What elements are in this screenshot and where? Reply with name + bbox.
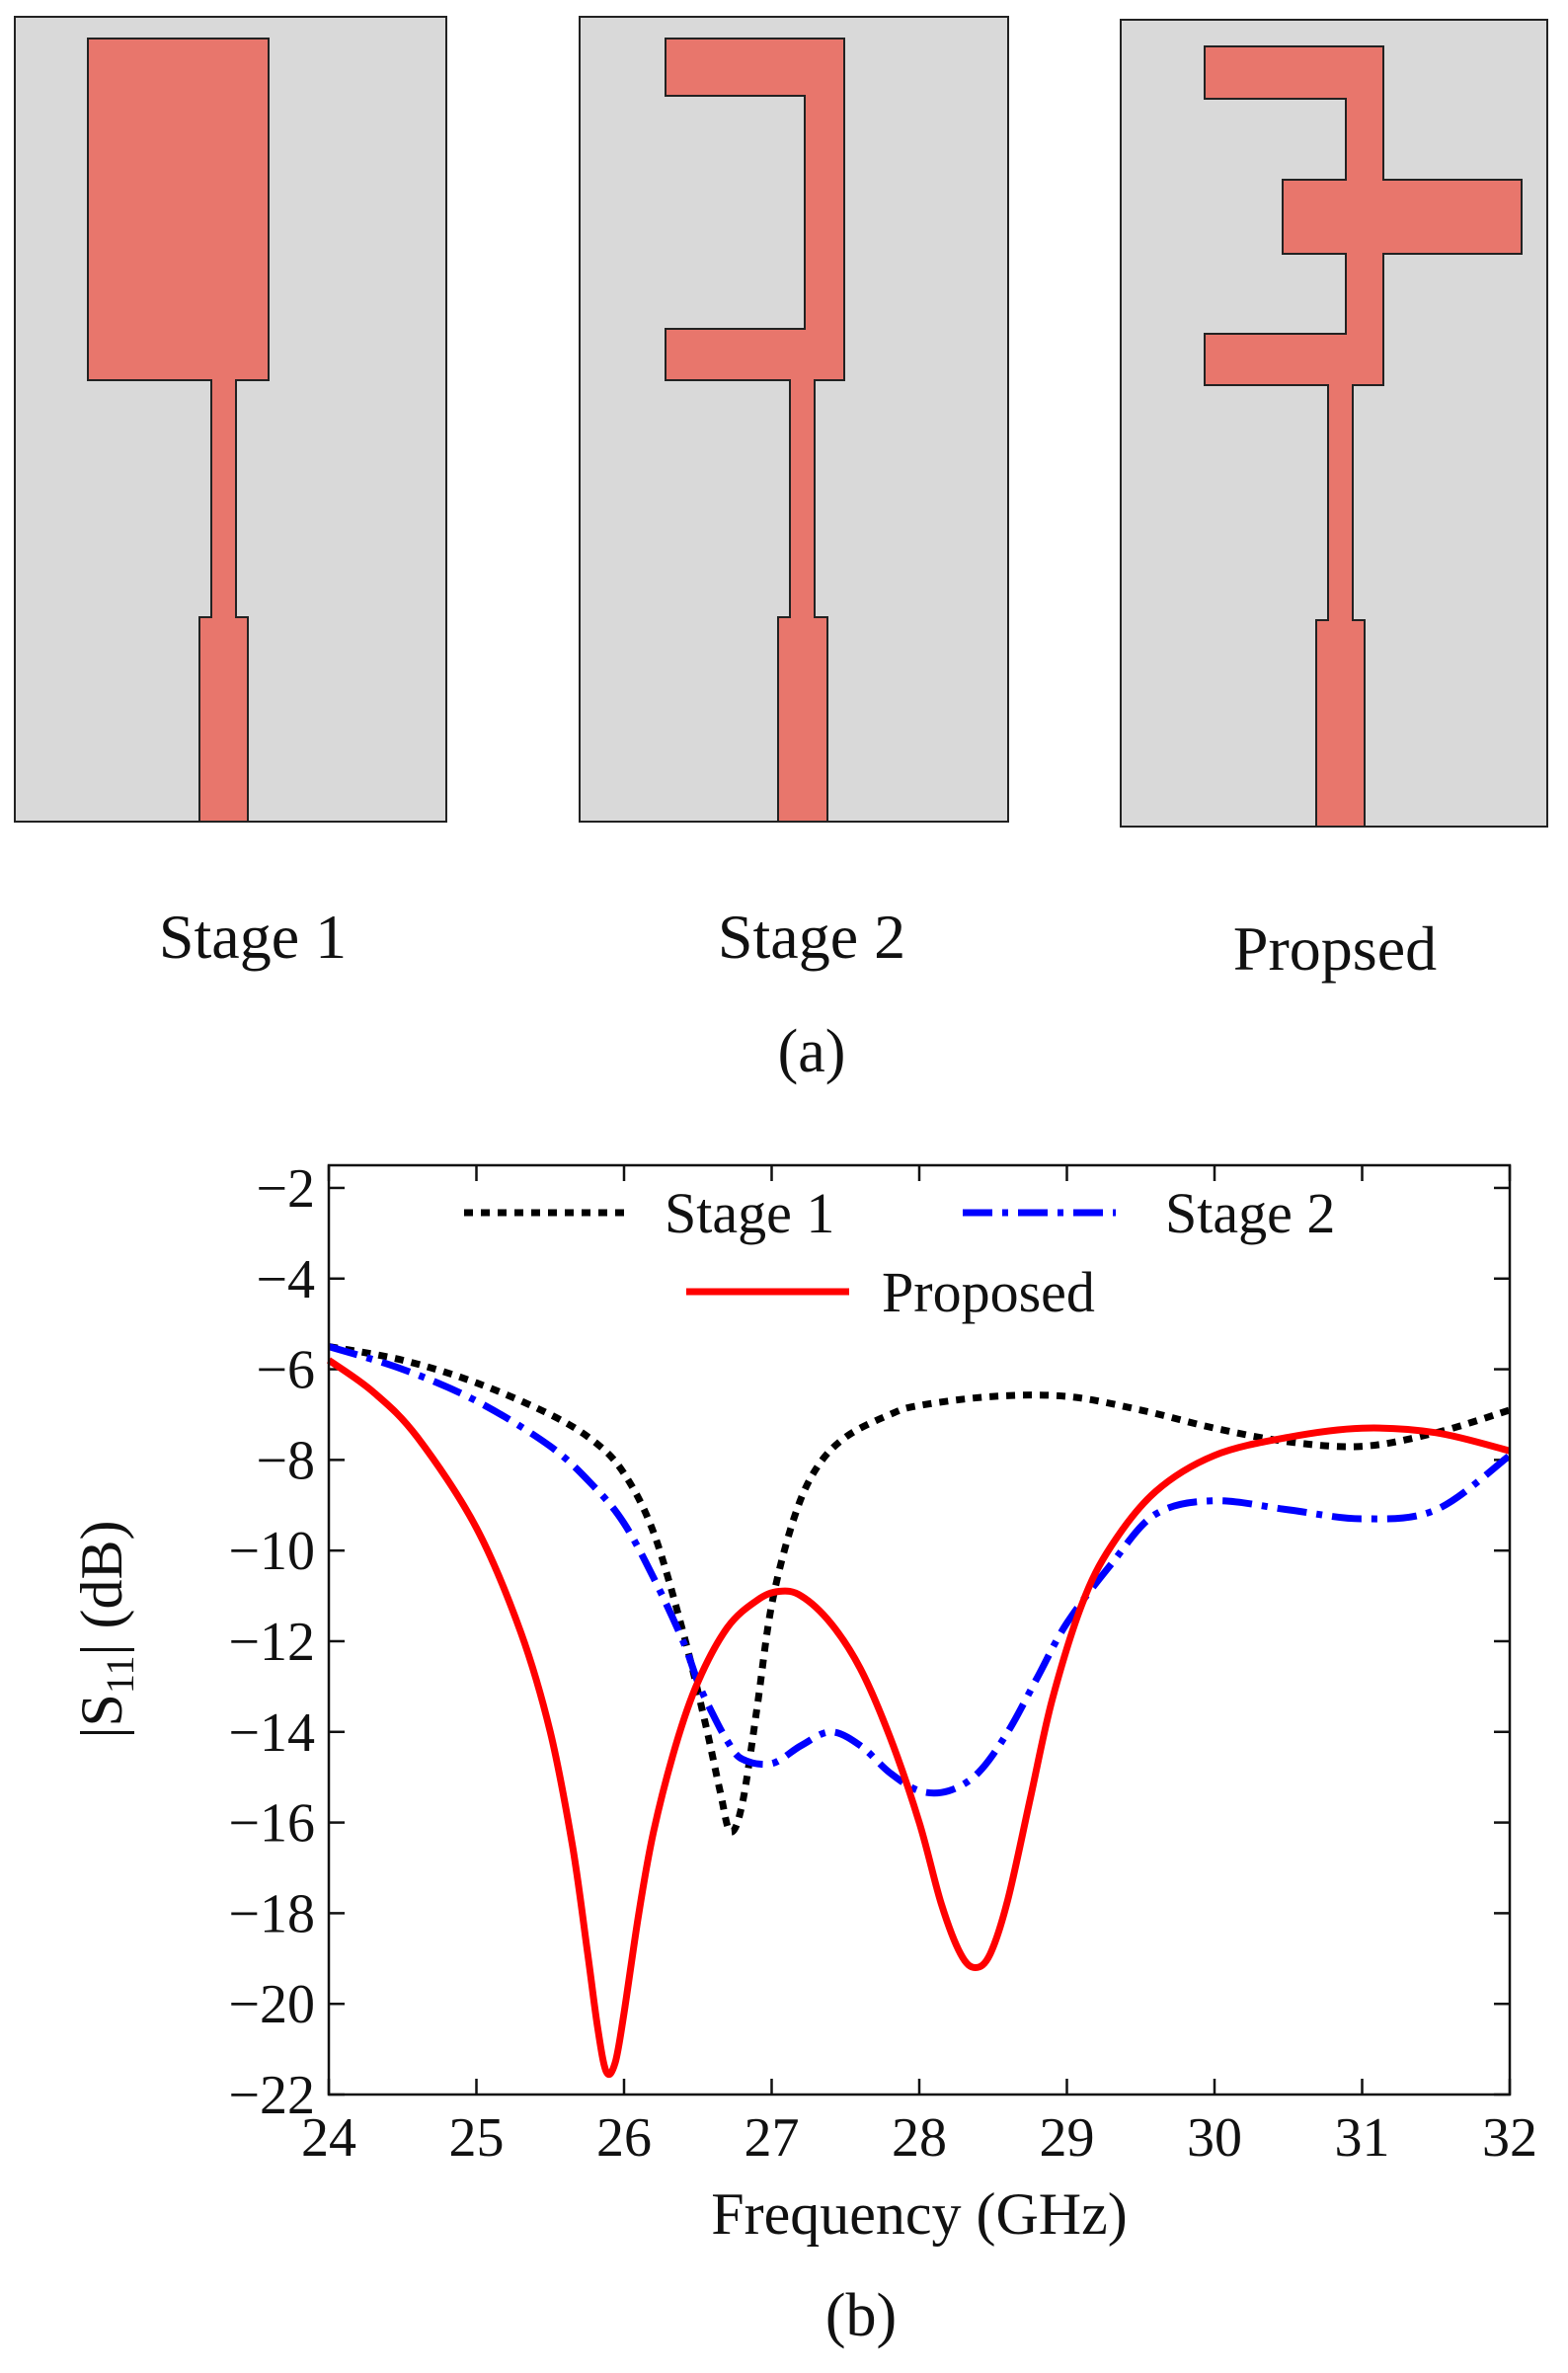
plot-frame [327,1163,1512,2096]
proposed-antenna [1120,19,1548,828]
stage2-caption: Stage 2 [717,902,906,972]
legend-stage1-label: Stage 1 [665,1181,834,1245]
y-tick-label: −10 [228,1521,315,1582]
s11-chart: 24 25 26 27 28 29 30 31 32 −22 −20 −18 −16 −14 −12 −10 −… [69,1158,1537,2247]
y-tick-label: −2 [256,1158,315,1220]
y-label-tail: | (dB) [69,1521,134,1656]
stage2-antenna [579,16,1009,823]
x-tick-label: 27 [745,2107,800,2169]
x-tick-label: 25 [449,2107,505,2169]
y-tick-label: −16 [228,1793,315,1855]
y-tick-label: −18 [228,1883,315,1944]
legend: Stage 1 Stage 2 Proposed [464,1181,1335,1324]
y-label-sub: 11 [98,1656,142,1695]
stage1-patch [87,38,270,823]
proposed-line [326,1357,1511,2079]
x-tick-label: 26 [596,2107,652,2169]
x-tick-label: 30 [1187,2107,1242,2169]
antenna-geometry-panel [14,16,1548,828]
y-tick-label: −12 [228,1612,315,1673]
y-tick-label: −22 [228,2065,315,2126]
y-tick-label: −14 [228,1702,315,1764]
y-axis-label-text: |S11| (dB) [69,1521,142,1739]
series-lines [326,1343,1513,2079]
proposed-caption: Propsed [1232,913,1438,984]
tick-labels: 24 25 26 27 28 29 30 31 32 −22 −20 −18 −16 −14 −12 −10 −… [228,1158,1537,2169]
y-tick-label: −8 [256,1430,315,1491]
y-tick-label: −4 [256,1249,315,1310]
stage1-caption: Stage 1 [158,902,348,972]
legend-stage2-label: Stage 2 [1165,1181,1335,1245]
y-tick-label: −6 [256,1340,315,1401]
x-tick-label: 29 [1040,2107,1095,2169]
stage2-patch [665,38,845,823]
stage1-line [328,1343,1512,1836]
legend-proposed-label: Proposed [882,1260,1095,1324]
y-axis-label: |S11| (dB) [69,1521,142,1739]
x-tick-label: 28 [892,2107,947,2169]
x-axis-label: Frequency (GHz) [711,2181,1128,2247]
panel-a-label: (a) [777,1018,846,1085]
x-tick-label: 31 [1335,2107,1390,2169]
x-tick-label: 24 [301,2107,356,2169]
y-label-main: |S [69,1694,134,1738]
stage1-antenna [14,16,447,823]
panel-b-label: (b) [824,2282,898,2349]
stage2-line [327,1343,1513,1797]
proposed-patch [1204,45,1523,828]
x-tick-label: 32 [1482,2107,1537,2169]
y-tick-label: −20 [228,1974,315,2035]
